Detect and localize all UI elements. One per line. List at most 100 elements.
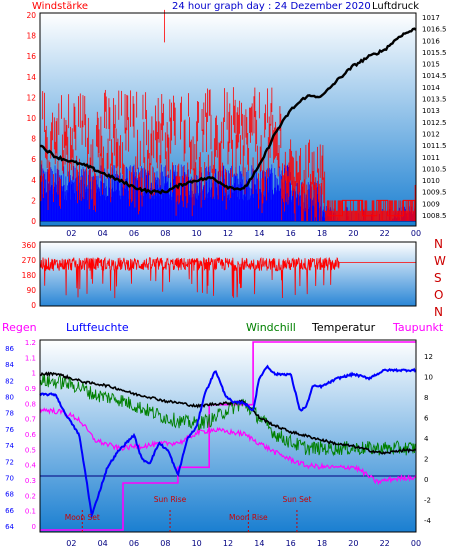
wind-speed-tick-label: 10 bbox=[26, 114, 36, 123]
rain-tick-label: 0.5 bbox=[25, 446, 36, 454]
event-label: Sun Rise bbox=[154, 495, 187, 504]
climate-plot-frame bbox=[39, 339, 417, 533]
compass-n-bottom: N bbox=[434, 305, 443, 319]
humidity-tick-label: 74 bbox=[5, 442, 14, 450]
rain-tick-label: 0.8 bbox=[25, 400, 36, 408]
pressure-tick-label: 1010.5 bbox=[422, 165, 447, 173]
pressure-tick-label: 1010 bbox=[422, 177, 440, 185]
rain-tick-label: 0.9 bbox=[25, 385, 36, 393]
pressure-tick-label: 1014 bbox=[422, 84, 440, 92]
humidity-tick-label: 70 bbox=[5, 474, 14, 482]
climate-time-tick-label: 12 bbox=[223, 539, 233, 548]
pressure-tick-label: 1013 bbox=[422, 107, 440, 115]
climate-time-tick-label: 04 bbox=[98, 539, 108, 548]
graph-title: 24 hour graph day : 24 Dezember 2020 bbox=[172, 1, 371, 12]
temperature-tick-label: 4 bbox=[424, 435, 429, 443]
climate-time-tick-label: 14 bbox=[254, 539, 264, 548]
legend-taupunkt: Taupunkt bbox=[393, 321, 444, 334]
dewpoint-line bbox=[39, 406, 417, 486]
event-label: Sun Set bbox=[282, 495, 311, 504]
legend-luftfeuchte: Luftfeuchte bbox=[66, 321, 129, 334]
direction-tick-label: 270 bbox=[22, 256, 37, 265]
wind-time-tick-label: 00 bbox=[411, 229, 421, 238]
wind-speed-tick-label: 16 bbox=[26, 52, 36, 61]
rain-tick-label: 0.7 bbox=[25, 416, 36, 424]
pressure-line bbox=[39, 27, 417, 195]
wind-time-tick-label: 18 bbox=[317, 229, 327, 238]
temperature-tick-label: 8 bbox=[424, 394, 428, 402]
climate-time-tick-label: 02 bbox=[66, 539, 76, 548]
wind-speed-tick-label: 4 bbox=[31, 176, 36, 185]
wind-speed-tick-label: 6 bbox=[31, 155, 36, 164]
rain-line bbox=[40, 341, 416, 531]
humidity-tick-label: 86 bbox=[5, 345, 14, 353]
wind-axis-title: Windstärke bbox=[32, 1, 89, 12]
wind-speed-tick-label: 8 bbox=[31, 135, 36, 144]
pressure-tick-label: 1009.5 bbox=[422, 189, 447, 197]
rain-tick-label: 1.2 bbox=[25, 339, 36, 347]
wind-speed-tick-label: 18 bbox=[26, 32, 36, 41]
temperature-tick-label: -2 bbox=[424, 497, 431, 505]
temperature-tick-label: 2 bbox=[424, 456, 428, 464]
rain-tick-label: 1.1 bbox=[25, 354, 36, 362]
temperature-tick-label: -4 bbox=[424, 517, 432, 525]
climate-time-tick-label: 22 bbox=[380, 539, 390, 548]
rain-tick-label: 0.2 bbox=[25, 492, 36, 500]
pressure-tick-label: 1012 bbox=[422, 130, 440, 138]
pressure-tick-label: 1009 bbox=[422, 200, 440, 208]
humidity-tick-label: 78 bbox=[5, 410, 14, 418]
direction-tick-label: 90 bbox=[26, 286, 36, 295]
rain-tick-label: 1 bbox=[32, 370, 36, 378]
pressure-tick-label: 1015.5 bbox=[422, 49, 447, 57]
climate-time-tick-label: 18 bbox=[317, 539, 327, 548]
climate-time-tick-label: 08 bbox=[160, 539, 170, 548]
rain-tick-label: 0.4 bbox=[25, 462, 37, 470]
rain-tick-label: 0.1 bbox=[25, 508, 36, 516]
humidity-tick-label: 76 bbox=[5, 426, 14, 434]
pressure-tick-label: 1017 bbox=[422, 14, 440, 22]
wind-time-tick-label: 06 bbox=[129, 229, 139, 238]
pressure-tick-label: 1011 bbox=[422, 154, 440, 162]
compass-w: W bbox=[434, 254, 446, 268]
humidity-tick-label: 80 bbox=[5, 394, 14, 402]
climate-time-tick-label: 10 bbox=[192, 539, 202, 548]
wind-speed-tick-label: 20 bbox=[26, 11, 36, 20]
pressure-axis-title: Luftdruck bbox=[372, 1, 420, 12]
compass-s: S bbox=[434, 271, 442, 285]
direction-plot-area bbox=[40, 242, 416, 306]
humidity-tick-label: 82 bbox=[5, 377, 14, 385]
humidity-tick-label: 72 bbox=[5, 458, 14, 466]
compass-o: O bbox=[434, 288, 444, 302]
event-label: Moon Set bbox=[65, 513, 100, 522]
wind-speed-tick-label: 14 bbox=[26, 73, 36, 82]
wind-direction-line bbox=[39, 256, 416, 299]
climate-chart: 8684828078767472706866641.21.110.90.80.7… bbox=[5, 339, 433, 548]
wind-time-tick-label: 16 bbox=[286, 229, 296, 238]
humidity-tick-label: 84 bbox=[5, 361, 14, 369]
humidity-tick-label: 64 bbox=[5, 523, 14, 531]
direction-plot-frame bbox=[39, 241, 417, 307]
wind-gust-step-line bbox=[327, 199, 416, 217]
climate-time-tick-label: 16 bbox=[286, 539, 296, 548]
temperature-tick-label: 0 bbox=[424, 476, 428, 484]
pressure-tick-label: 1015 bbox=[422, 61, 440, 69]
legend-regen: Regen bbox=[2, 321, 37, 334]
humidity-tick-label: 68 bbox=[5, 491, 14, 499]
rain-tick-label: 0.3 bbox=[25, 477, 36, 485]
direction-tick-label: 0 bbox=[31, 301, 36, 310]
pressure-tick-label: 1013.5 bbox=[422, 96, 447, 104]
wind-time-tick-label: 04 bbox=[98, 229, 108, 238]
wind-speed-tick-label: 12 bbox=[26, 93, 36, 102]
wind-time-tick-label: 10 bbox=[192, 229, 202, 238]
temperature-tick-label: 12 bbox=[424, 353, 433, 361]
legend-windchill: Windchill bbox=[246, 321, 296, 334]
wind-direction-chart: 360 270 180 90 0 bbox=[22, 241, 417, 310]
wind-plot-frame bbox=[39, 12, 417, 227]
pressure-tick-label: 1012.5 bbox=[422, 119, 447, 127]
pressure-tick-label: 1016.5 bbox=[422, 26, 447, 34]
pressure-tick-label: 1014.5 bbox=[422, 72, 447, 80]
direction-tick-label: 360 bbox=[22, 241, 37, 250]
wind-time-tick-label: 12 bbox=[223, 229, 233, 238]
event-label: Moon Rise bbox=[229, 513, 268, 522]
